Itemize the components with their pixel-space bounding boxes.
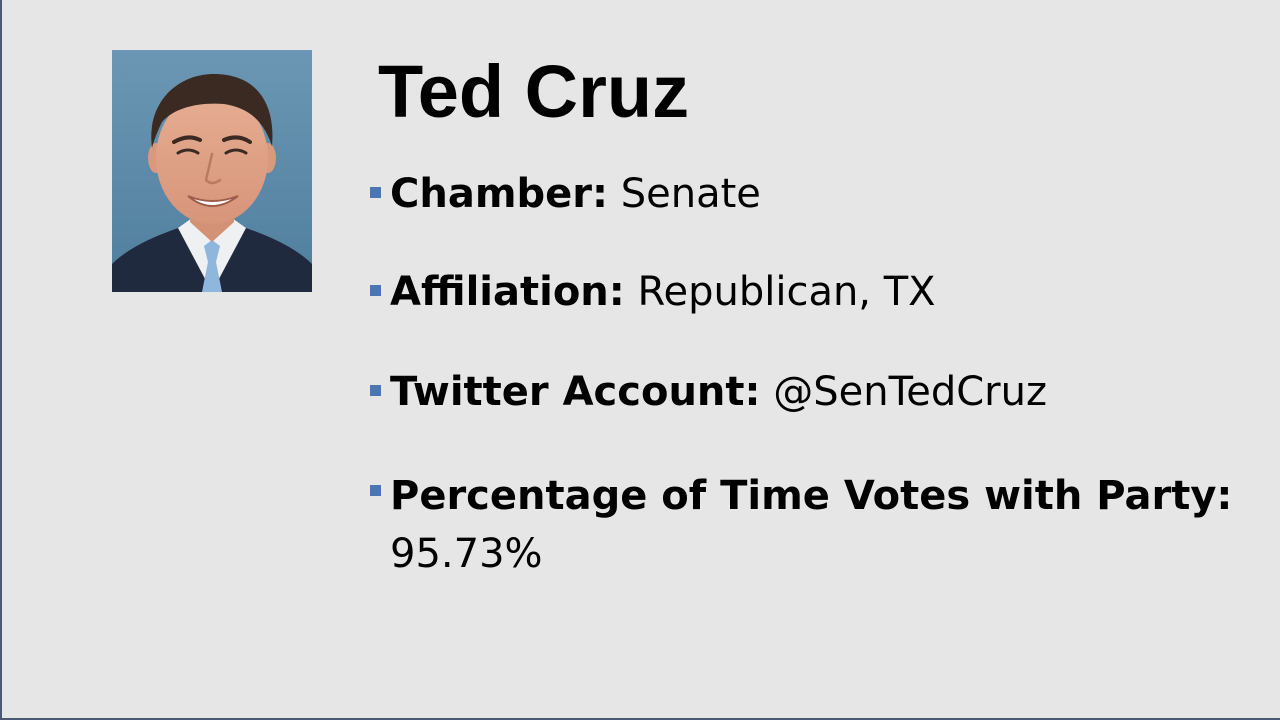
square-bullet-icon xyxy=(370,485,381,496)
affiliation-label: Affiliation: xyxy=(390,269,625,315)
chamber-label: Chamber: xyxy=(390,171,608,217)
party-vote-text: Percentage of Time Votes with Party: 95.7… xyxy=(390,467,1250,583)
page-title: Ted Cruz xyxy=(378,50,690,133)
chamber-value: Senate xyxy=(620,171,761,217)
party-vote-value: 95.73% xyxy=(390,531,543,577)
party-vote-item: Percentage of Time Votes with Party: 95.7… xyxy=(370,467,1250,583)
twitter-item: Twitter Account: @SenTedCruz xyxy=(370,367,1250,417)
chamber-item: Chamber: Senate xyxy=(370,169,1250,219)
chamber-text: Chamber: Senate xyxy=(390,169,1250,219)
square-bullet-icon xyxy=(370,187,381,198)
twitter-text: Twitter Account: @SenTedCruz xyxy=(390,367,1250,417)
affiliation-text: Affiliation: Republican, TX xyxy=(390,267,1250,317)
twitter-value: @SenTedCruz xyxy=(773,369,1047,415)
affiliation-item: Affiliation: Republican, TX xyxy=(370,267,1250,317)
twitter-label: Twitter Account: xyxy=(390,369,761,415)
portrait-illustration xyxy=(112,50,312,292)
party-vote-label: Percentage of Time Votes with Party: xyxy=(390,473,1233,519)
square-bullet-icon xyxy=(370,285,381,296)
square-bullet-icon xyxy=(370,385,381,396)
affiliation-value: Republican, TX xyxy=(637,269,936,315)
portrait-photo xyxy=(112,50,312,292)
